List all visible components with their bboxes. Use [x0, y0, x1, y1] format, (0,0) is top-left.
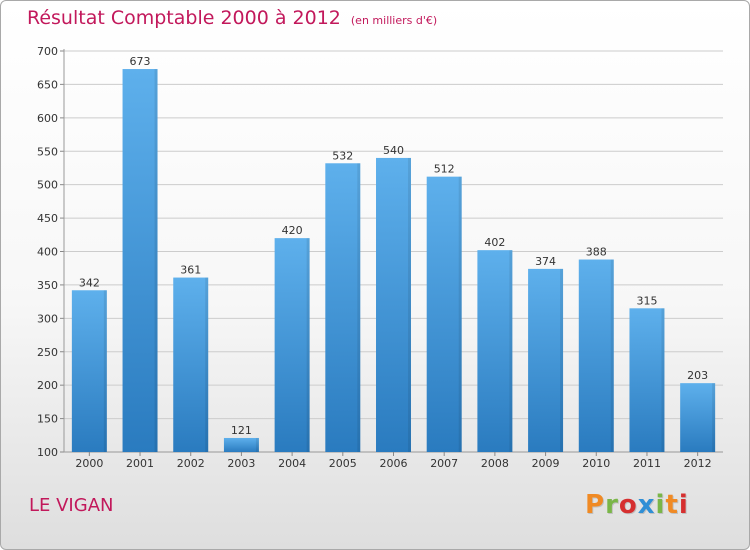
- value-label: 532: [332, 149, 353, 162]
- bar-shade: [103, 290, 107, 452]
- value-label: 121: [231, 424, 252, 437]
- y-tick-label: 200: [37, 379, 58, 392]
- x-tick-label: 2008: [481, 457, 509, 470]
- bar-shade: [306, 238, 310, 452]
- x-tick-label: 2003: [227, 457, 255, 470]
- chart-title: Résultat Comptable 2000 à 2012: [27, 7, 341, 29]
- y-tick-label: 100: [37, 446, 58, 459]
- bar-shade: [712, 383, 716, 452]
- value-label: 540: [383, 144, 404, 157]
- x-tick-label: 2001: [126, 457, 154, 470]
- x-tick-label: 2000: [75, 457, 103, 470]
- bar: [528, 268, 564, 452]
- brand-letter: P: [585, 490, 606, 520]
- bars: [71, 69, 716, 453]
- bar-shade: [458, 176, 462, 452]
- x-tick-label: 2011: [633, 457, 661, 470]
- y-tick-label: 300: [37, 312, 58, 325]
- y-tick-label: 350: [37, 279, 58, 292]
- bar: [71, 290, 107, 452]
- value-label: 374: [535, 255, 556, 268]
- bar-shade: [407, 157, 411, 452]
- bar: [122, 69, 158, 453]
- bar: [274, 238, 310, 452]
- bar: [578, 259, 614, 452]
- x-tick-label: 2005: [329, 457, 357, 470]
- value-label: 512: [434, 163, 455, 176]
- bar: [173, 277, 209, 452]
- value-label: 402: [484, 236, 505, 249]
- x-tick-label: 2007: [430, 457, 458, 470]
- bar-shade: [610, 259, 614, 452]
- brand-letter: i: [655, 490, 666, 520]
- bar-shade: [560, 268, 564, 452]
- y-tick-label: 400: [37, 246, 58, 259]
- value-label: 388: [586, 246, 607, 259]
- brand-letter: x: [637, 490, 656, 520]
- y-tick-label: 500: [37, 179, 58, 192]
- bar: [680, 383, 716, 452]
- brand-logo: Proxiti: [585, 490, 689, 520]
- y-tick-label: 450: [37, 212, 58, 225]
- brand-letter: r: [605, 490, 619, 520]
- bar: [477, 250, 513, 452]
- value-label: 203: [687, 369, 708, 382]
- x-tick-label: 2012: [684, 457, 712, 470]
- y-tick-label: 650: [37, 78, 58, 91]
- y-tick-label: 150: [37, 413, 58, 426]
- x-tick-label: 2006: [380, 457, 408, 470]
- location-label: LE VIGAN: [29, 495, 114, 516]
- brand-letter: t: [665, 490, 679, 520]
- bar: [325, 163, 361, 452]
- brand-letter: o: [618, 490, 638, 520]
- x-tick-label: 2010: [582, 457, 610, 470]
- y-tick-label: 700: [37, 45, 58, 58]
- brand-letter: i: [678, 490, 689, 520]
- labels: 100 150 200 250 300 350 400 450 500 550 600 650 700 3…: [37, 45, 712, 470]
- bar: [376, 157, 411, 452]
- bar-shade: [205, 277, 209, 452]
- bar-shade: [357, 163, 361, 452]
- bar-shade: [255, 437, 259, 452]
- x-tick-label: 2009: [532, 457, 560, 470]
- x-tick-label: 2002: [177, 457, 205, 470]
- bar-shade: [661, 308, 665, 452]
- value-label: 420: [282, 224, 303, 237]
- value-label: 673: [130, 55, 151, 68]
- y-tick-label: 250: [37, 346, 58, 359]
- chart-unit: (en milliers d'€): [350, 14, 438, 27]
- value-label: 342: [79, 276, 100, 289]
- value-label: 361: [180, 264, 201, 277]
- bar-shade: [509, 250, 513, 452]
- bar-shade: [154, 69, 158, 453]
- y-tick-label: 550: [37, 145, 58, 158]
- x-tick-label: 2004: [278, 457, 306, 470]
- chart-header: Résultat Comptable 2000 à 2012 (en millie…: [27, 7, 437, 29]
- value-label: 315: [636, 294, 657, 307]
- bar: [629, 308, 665, 452]
- bar: [426, 176, 462, 452]
- y-tick-label: 600: [37, 112, 58, 125]
- bar: [223, 437, 259, 452]
